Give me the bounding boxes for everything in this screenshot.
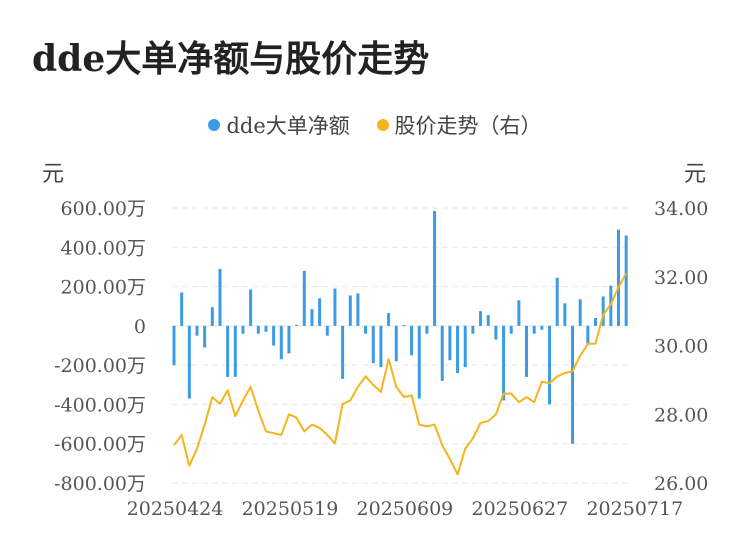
- bar: [394, 325, 398, 362]
- bar: [241, 325, 245, 334]
- bar: [555, 277, 559, 326]
- bar: [226, 325, 230, 377]
- bar: [195, 325, 199, 336]
- legend-line-label: 股价走势（右）: [394, 114, 542, 138]
- legend-item-bar[interactable]: dde大单净额: [208, 110, 350, 140]
- x-tick-label: 20250609: [357, 498, 454, 520]
- bar: [410, 325, 414, 356]
- right-tick-label: 30.00: [654, 336, 708, 358]
- bar: [287, 325, 291, 354]
- bar: [448, 325, 452, 361]
- bar: [624, 235, 628, 326]
- legend: dde大单净额 股价走势（右）: [0, 110, 750, 140]
- x-tick-label: 20250627: [472, 498, 569, 520]
- left-axis-unit: 元: [42, 162, 65, 187]
- bar: [172, 325, 176, 366]
- bar: [525, 325, 529, 377]
- price-line: [173, 272, 628, 476]
- left-axis-ticks: 600.00万 400.00万 200.00万 0 -200.00万 -400.00万 -6…: [54, 198, 146, 495]
- bar: [180, 292, 184, 326]
- bar: [479, 311, 483, 326]
- bar: [210, 307, 214, 326]
- bar: [532, 325, 536, 334]
- bar: [402, 324, 406, 326]
- bar: [548, 325, 552, 405]
- bar: [203, 325, 207, 348]
- bar: [571, 325, 575, 444]
- legend-bar-marker: [208, 119, 221, 131]
- bar: [517, 300, 521, 326]
- left-tick-label: 200.00万: [61, 277, 146, 299]
- bar: [233, 325, 237, 377]
- bar: [425, 325, 429, 334]
- x-tick-label: 20250424: [127, 498, 224, 520]
- bar: [578, 299, 582, 326]
- bar: [187, 325, 191, 399]
- bar: [456, 325, 460, 373]
- bar: [440, 325, 444, 381]
- bar: [295, 324, 299, 326]
- left-tick-label: 400.00万: [61, 237, 146, 259]
- bar: [310, 309, 314, 326]
- left-tick-label: -600.00万: [54, 434, 146, 456]
- bar: [318, 298, 322, 326]
- bar: [333, 288, 337, 326]
- bar: [256, 325, 260, 334]
- left-tick-label: -400.00万: [54, 394, 146, 416]
- bar: [387, 313, 391, 326]
- gridlines: [172, 207, 628, 484]
- bar: [433, 210, 437, 326]
- legend-bar-label: dde大单净额: [226, 114, 350, 138]
- legend-item-line[interactable]: 股价走势（右）: [376, 110, 542, 140]
- bar: [279, 325, 283, 360]
- bar: [601, 296, 605, 326]
- bar: [348, 295, 352, 326]
- legend-line-marker: [376, 119, 389, 131]
- chart-title: dde大单净额与股价走势: [32, 38, 430, 80]
- x-tick-label: 20250717: [586, 498, 683, 520]
- right-tick-label: 32.00: [654, 267, 708, 289]
- bar: [494, 325, 498, 340]
- left-tick-label: -200.00万: [54, 355, 146, 377]
- bar: [586, 325, 590, 345]
- line-series: [173, 272, 628, 476]
- bar: [325, 325, 329, 336]
- bar: [364, 325, 368, 334]
- bar: [218, 268, 222, 326]
- bar: [617, 229, 621, 326]
- bar: [371, 325, 375, 364]
- bar: [471, 325, 475, 334]
- bar: [249, 289, 253, 326]
- left-tick-label: 600.00万: [61, 198, 146, 220]
- x-tick-label: 20250519: [242, 498, 339, 520]
- bar: [563, 303, 567, 326]
- right-axis-unit: 元: [684, 162, 707, 187]
- bar: [379, 325, 383, 368]
- left-tick-label: 0: [134, 316, 146, 338]
- x-axis-ticks: 20250424 20250519 20250609 20250627 20250717: [127, 498, 684, 520]
- right-tick-label: 26.00: [654, 473, 708, 495]
- bar-series: [172, 210, 628, 444]
- bar: [594, 318, 598, 326]
- bar: [341, 325, 345, 379]
- left-tick-label: -800.00万: [54, 473, 146, 495]
- bar: [486, 315, 490, 326]
- bar: [417, 325, 421, 399]
- bar: [272, 325, 276, 346]
- bar: [264, 325, 268, 332]
- right-tick-label: 28.00: [654, 404, 708, 426]
- bar: [356, 293, 360, 326]
- right-tick-label: 34.00: [654, 198, 708, 220]
- right-axis-ticks: 34.00 32.00 30.00 28.00 26.00: [654, 198, 708, 495]
- bar: [540, 325, 544, 330]
- bar: [509, 325, 513, 334]
- bar: [302, 270, 306, 326]
- bar: [502, 325, 506, 401]
- bar: [463, 325, 467, 368]
